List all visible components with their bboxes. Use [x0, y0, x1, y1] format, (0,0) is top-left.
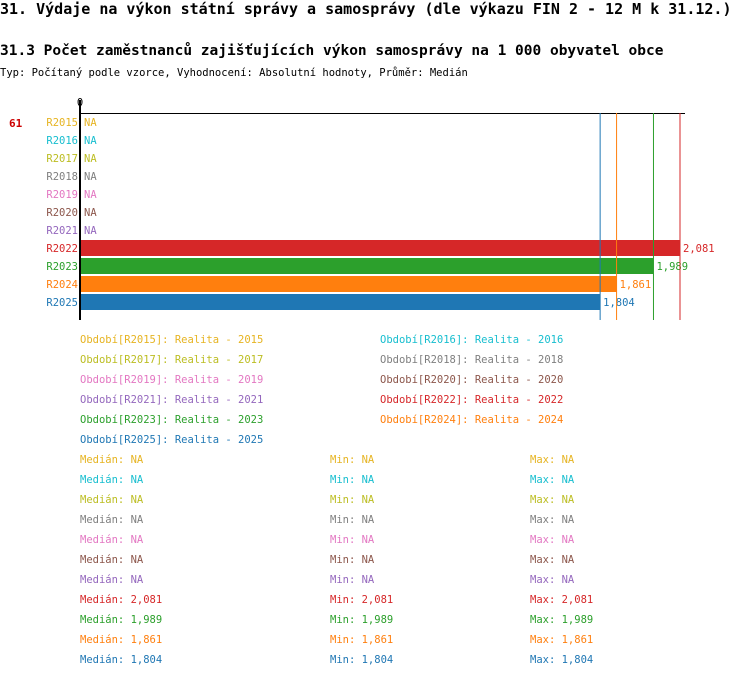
legend-item: Období[R2018]: Realita - 2018 [380, 354, 564, 366]
stat-min: Min: NA [330, 554, 375, 566]
data-label: 1,804 [603, 297, 635, 309]
legend-item: Období[R2025]: Realita - 2025 [80, 434, 264, 446]
bar-R2023 [80, 258, 654, 274]
stat-max: Max: NA [530, 514, 575, 526]
category-label: R2017 [46, 153, 78, 165]
stat-min: Min: NA [330, 454, 375, 466]
stat-min: Min: 1,804 [330, 654, 394, 666]
stat-median: Medián: NA [80, 514, 144, 526]
stat-max: Max: 2,081 [530, 594, 594, 606]
category-label: R2019 [46, 189, 78, 201]
category-label: R2015 [46, 117, 78, 129]
stat-max: Max: 1,989 [530, 614, 594, 626]
category-label: R2021 [46, 225, 78, 237]
legend-item: Období[R2021]: Realita - 2021 [80, 394, 264, 406]
stat-min: Min: 2,081 [330, 594, 394, 606]
data-label: NA [84, 135, 97, 147]
stat-median: Medián: 1,861 [80, 634, 163, 646]
page-title: 31. Výdaje na výkon státní správy a samo… [0, 0, 732, 18]
stat-median: Medián: NA [80, 554, 144, 566]
category-label: R2023 [46, 261, 78, 273]
legend-item: Období[R2017]: Realita - 2017 [80, 354, 264, 366]
category-label: R2025 [46, 297, 78, 309]
stat-min: Min: NA [330, 474, 375, 486]
stat-median: Medián: 2,081 [80, 594, 163, 606]
legend-item: Období[R2019]: Realita - 2019 [80, 374, 264, 386]
stat-max: Max: NA [530, 574, 575, 586]
stat-median: Medián: 1,804 [80, 654, 163, 666]
data-label: 2,081 [683, 243, 715, 255]
stat-min: Min: NA [330, 494, 375, 506]
data-label: 1,861 [620, 279, 652, 291]
category-label: R2020 [46, 207, 78, 219]
stat-min: Min: NA [330, 534, 375, 546]
data-label: NA [84, 117, 97, 129]
category-label: R2024 [46, 279, 78, 291]
legend-item: Období[R2023]: Realita - 2023 [80, 414, 264, 426]
bar-R2024 [80, 276, 617, 292]
stat-max: Max: 1,804 [530, 654, 594, 666]
stat-median: Medián: NA [80, 474, 144, 486]
stat-max: Max: NA [530, 534, 575, 546]
legend-item: Období[R2016]: Realita - 2016 [380, 334, 564, 346]
data-label: NA [84, 171, 97, 183]
stat-median: Medián: NA [80, 454, 144, 466]
stat-min: Min: NA [330, 574, 375, 586]
chart-title: 31.3 Počet zaměstnanců zajišťujících výk… [0, 43, 664, 59]
category-label: R2022 [46, 243, 78, 255]
legend-item: Období[R2024]: Realita - 2024 [380, 414, 564, 426]
bar-R2025 [80, 294, 601, 310]
data-label: 1,989 [656, 261, 688, 273]
legend-item: Období[R2020]: Realita - 2020 [380, 374, 564, 386]
data-label: NA [84, 207, 97, 219]
legend-item: Období[R2015]: Realita - 2015 [80, 334, 264, 346]
chart-info: Typ: Počítaný podle vzorce, Vyhodnocení:… [0, 67, 468, 79]
stat-min: Min: 1,989 [330, 614, 394, 626]
stat-max: Max: NA [530, 454, 575, 466]
stat-median: Medián: NA [80, 494, 144, 506]
bar-chart: 061R2015NAR2016NAR2017NAR2018NAR2019NAR2… [9, 97, 715, 320]
stat-max: Max: NA [530, 554, 575, 566]
stat-median: Medián: NA [80, 534, 144, 546]
stat-min: Min: 1,861 [330, 634, 394, 646]
row-id-label: 61 [9, 117, 23, 130]
stat-max: Max: NA [530, 494, 575, 506]
legend-item: Období[R2022]: Realita - 2022 [380, 394, 564, 406]
stat-min: Min: NA [330, 514, 375, 526]
data-label: NA [84, 225, 97, 237]
stat-max: Max: 1,861 [530, 634, 594, 646]
bar-R2022 [80, 240, 680, 256]
stat-max: Max: NA [530, 474, 575, 486]
data-label: NA [84, 189, 97, 201]
data-label: NA [84, 153, 97, 165]
category-label: R2018 [46, 171, 78, 183]
stat-median: Medián: NA [80, 574, 144, 586]
category-label: R2016 [46, 135, 78, 147]
stat-median: Medián: 1,989 [80, 614, 163, 626]
